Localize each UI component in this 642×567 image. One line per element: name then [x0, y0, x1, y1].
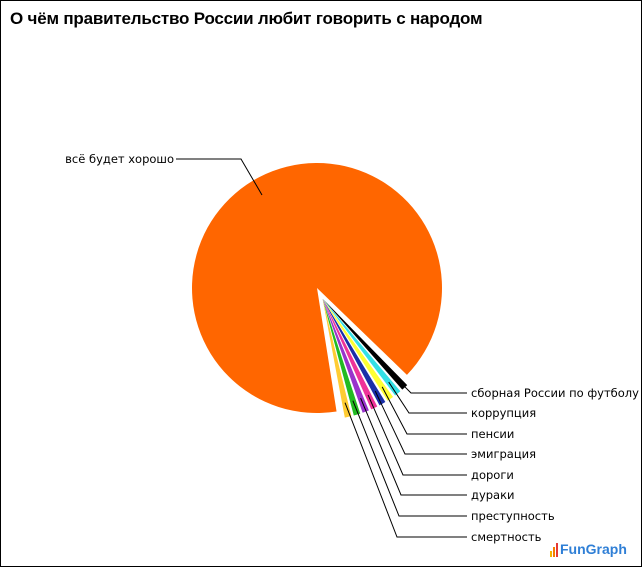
slice-label-8: смертность [471, 530, 542, 544]
leader-line [344, 402, 467, 538]
slice-label-2: коррупция [471, 406, 536, 420]
pie-slice-6 [322, 298, 369, 413]
pie-slice-2 [322, 298, 401, 396]
slice-label-5: дороги [471, 468, 514, 482]
fungraph-logo: FunGraph [550, 541, 627, 557]
leader-line [367, 394, 467, 476]
leader-line [360, 397, 467, 496]
pie-slice-5 [322, 298, 378, 410]
slice-label-6: дураки [471, 488, 515, 502]
pie-slice-main [192, 163, 443, 413]
leader-line [394, 376, 467, 394]
slice-label-3: пенсии [471, 427, 514, 441]
leader-line [374, 390, 467, 455]
slice-label-1: сборная России по футболу [471, 386, 639, 400]
slice-label-4: эмиграция [471, 447, 536, 461]
pie-slice-7 [322, 298, 361, 416]
chart-title: О чём правительство России любит говорит… [10, 9, 483, 28]
leader-line [381, 386, 467, 435]
pie-slice-1 [322, 298, 408, 390]
pie-slice-3 [322, 298, 394, 401]
leader-line [176, 158, 263, 196]
logo-text: FunGraph [560, 541, 627, 557]
leader-line [388, 381, 467, 414]
slice-label-7: преступность [471, 509, 555, 523]
pie-slice-8 [322, 298, 352, 418]
leader-line [352, 400, 467, 517]
pie-slice-4 [322, 298, 386, 406]
bar-chart-icon [550, 543, 558, 557]
slice-label-main: всё будет хорошо [65, 152, 174, 166]
